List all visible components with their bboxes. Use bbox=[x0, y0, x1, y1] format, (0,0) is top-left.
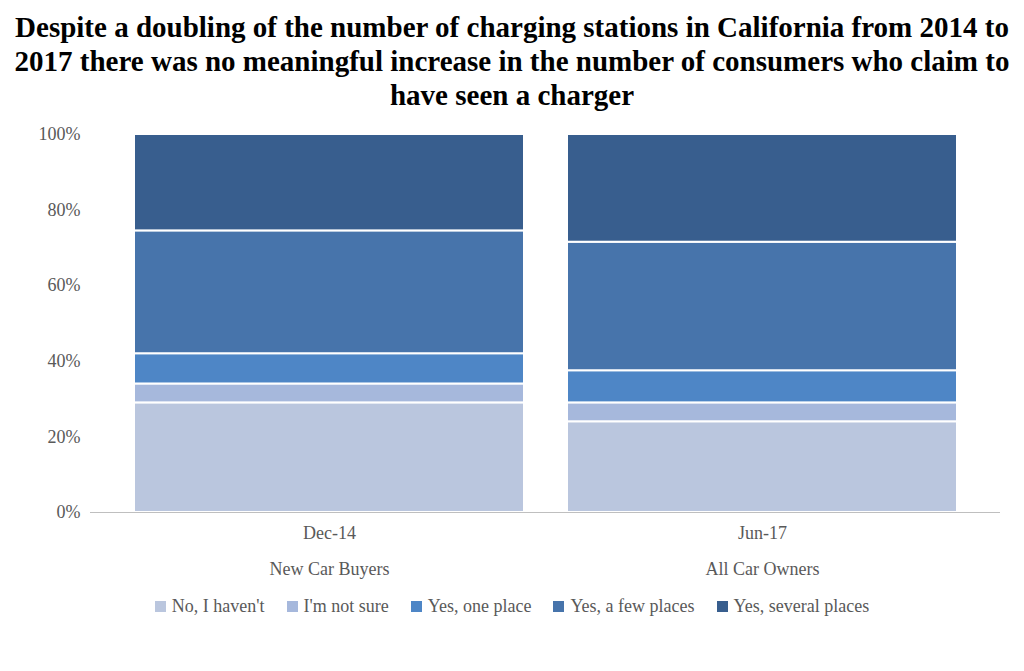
svg-text:20%: 20% bbox=[48, 427, 81, 447]
html-text:Yes, several places: Yes, several places bbox=[733, 596, 870, 616]
html-text:No, I haven't: No, I haven't bbox=[171, 596, 265, 616]
svg-text:100%: 100% bbox=[39, 124, 81, 144]
svg-text:0%: 0% bbox=[57, 502, 81, 522]
html-text:Yes, a few places: Yes, a few places bbox=[570, 596, 695, 616]
html-text:I'm not sure: I'm not sure bbox=[303, 596, 389, 616]
svg-text:80%: 80% bbox=[48, 200, 81, 220]
html-text:Yes, one place: Yes, one place bbox=[427, 596, 532, 616]
svg-text:Dec-14New Car Buyers: Dec-14New Car Buyers bbox=[270, 523, 390, 579]
svg-text:60%: 60% bbox=[48, 275, 81, 295]
svg-text:Jun-17All Car Owners: Jun-17All Car Owners bbox=[706, 523, 820, 579]
svg-text:40%: 40% bbox=[48, 351, 81, 371]
html-text:Despite a doubling of the numb: Despite a doubling of the number of char… bbox=[14, 11, 1010, 111]
